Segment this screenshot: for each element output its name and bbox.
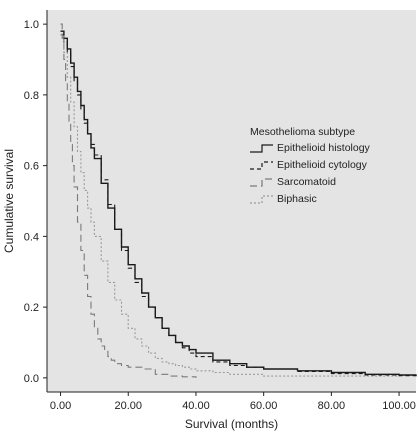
legend-swatch [250, 195, 273, 204]
legend-item: Biphasic [250, 193, 317, 205]
legend-item: Epithelioid histology [250, 142, 371, 154]
legend-label: Sarcomatoid [277, 176, 336, 188]
series-line-sarcomatoid [60, 23, 197, 378]
x-axis-title: Survival (months) [185, 417, 278, 431]
x-tick-label: 80.00 [318, 400, 346, 412]
legend-item: Epithelioid cytology [250, 159, 368, 171]
axes [43, 10, 416, 396]
legend-items: Epithelioid histology Epithelioid cytolog… [250, 142, 371, 205]
legend-swatch [250, 161, 273, 170]
series-lines [60, 23, 417, 378]
plot-background [47, 10, 416, 392]
x-tick-label: 0.00 [50, 400, 71, 412]
legend-swatch [250, 178, 273, 187]
legend-swatch [250, 144, 273, 153]
y-tick-label: 1.0 [24, 19, 39, 31]
series-line-biphasic [60, 34, 400, 377]
legend-title: Mesothelioma subtype [250, 126, 355, 138]
legend-label: Epithelioid cytology [277, 159, 368, 171]
y-tick-label: 0.2 [24, 302, 39, 314]
x-tick-label: 40.00 [182, 400, 210, 412]
y-tick-label: 0.6 [24, 161, 39, 173]
y-tick-label: 0.8 [24, 90, 39, 102]
y-tick-label: 0.4 [24, 231, 39, 243]
legend-label: Biphasic [277, 193, 317, 205]
y-axis-title: Cumulative survival [2, 149, 16, 253]
legend-label: Epithelioid histology [277, 142, 371, 154]
y-tick-label: 0.0 [24, 373, 39, 385]
x-tick-label: 60.00 [250, 400, 278, 412]
x-tick-label: 20.00 [114, 400, 142, 412]
x-tick-label: 100.00 [382, 400, 416, 412]
legend: Mesothelioma subtype Epithelioid histolo… [250, 126, 371, 205]
tick-labels: 0.0 0.2 0.4 0.6 0.8 1.0 0.00 20.00 40.00 60.00 80.… [24, 19, 416, 412]
series-line-epithelioid-cytology [60, 34, 417, 377]
legend-item: Sarcomatoid [250, 176, 336, 188]
